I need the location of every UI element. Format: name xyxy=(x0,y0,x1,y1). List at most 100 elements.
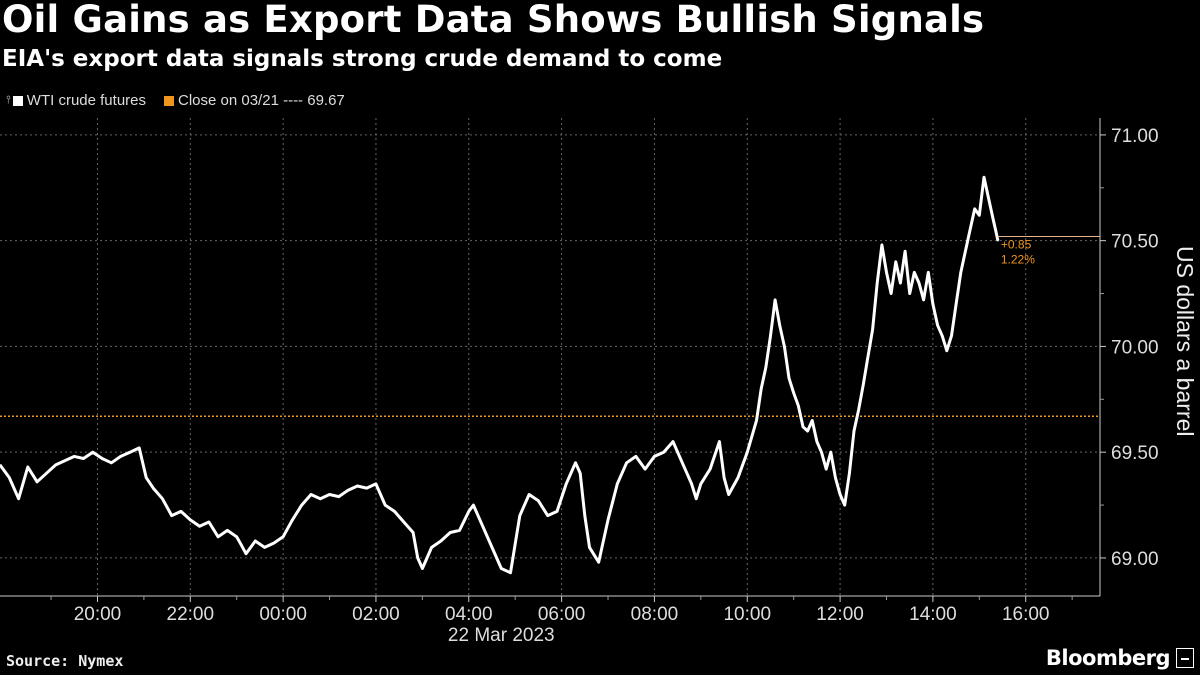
series-point xyxy=(519,514,521,517)
series-point xyxy=(797,404,800,407)
series-point xyxy=(778,324,781,327)
series-point xyxy=(895,261,897,263)
series-point xyxy=(885,271,888,274)
series-point xyxy=(347,489,349,492)
source-note: Source: Nymex xyxy=(6,652,124,670)
series-point xyxy=(737,476,739,479)
series-point xyxy=(161,497,164,500)
series-point xyxy=(208,521,210,523)
series-point xyxy=(170,514,173,517)
series-point xyxy=(960,271,962,274)
series-point xyxy=(119,455,122,458)
series-point xyxy=(0,464,1,466)
series-point xyxy=(64,459,66,462)
series-point xyxy=(635,455,637,458)
series-point xyxy=(662,451,665,454)
series-point xyxy=(899,282,902,284)
series-point xyxy=(110,462,113,464)
series-point xyxy=(254,540,257,542)
series-point xyxy=(964,250,967,252)
series-point xyxy=(481,525,484,527)
series-point xyxy=(17,497,20,500)
series-point xyxy=(198,525,201,527)
series-point xyxy=(73,455,76,458)
series-point xyxy=(54,464,57,466)
series-point xyxy=(319,497,322,500)
y-axis-title: US dollars a barrel xyxy=(1172,246,1198,436)
series-point xyxy=(291,519,294,521)
series-line-wti xyxy=(0,175,1000,575)
series-point xyxy=(941,335,943,337)
series-point xyxy=(282,536,284,538)
series-point xyxy=(36,481,38,483)
series-point xyxy=(101,457,103,460)
series-point xyxy=(8,476,11,479)
series-point xyxy=(774,299,776,301)
series-point xyxy=(760,387,762,390)
series-point xyxy=(802,426,804,428)
series-point xyxy=(491,546,493,549)
series-point xyxy=(681,462,684,464)
series-point xyxy=(565,483,567,485)
series-point xyxy=(92,451,94,454)
x-axis-date-label: 22 Mar 2023 xyxy=(448,625,555,646)
series-point xyxy=(607,519,609,521)
annotation-percent: 1.22% xyxy=(1001,252,1035,266)
legend-swatch-reference xyxy=(164,95,174,106)
series-point xyxy=(509,571,512,574)
series-point xyxy=(955,303,957,305)
series-point xyxy=(783,345,786,348)
series-point xyxy=(528,493,530,496)
series-point xyxy=(180,510,182,513)
series-point xyxy=(746,451,749,454)
series-point xyxy=(152,487,154,489)
series-point xyxy=(145,476,147,479)
series-point xyxy=(440,540,442,542)
chart-subtitle: EIA's export data signals strong crude d… xyxy=(2,46,723,72)
series-point xyxy=(871,328,874,331)
series-point xyxy=(27,466,29,468)
series-point xyxy=(500,567,503,570)
series-point xyxy=(913,271,916,274)
x-tick-label-9: 14:00 xyxy=(909,604,957,625)
series-point xyxy=(695,497,697,500)
series-point xyxy=(950,335,953,337)
bloomberg-logo: Bloomberg xyxy=(1045,646,1171,670)
grid xyxy=(0,118,1100,596)
series-point xyxy=(816,440,818,443)
series-point xyxy=(449,531,452,534)
series-point xyxy=(421,567,424,570)
series-point xyxy=(765,366,767,369)
series-point xyxy=(992,218,994,221)
series-point xyxy=(857,409,860,411)
series-point xyxy=(468,510,470,513)
x-tick-label-4: 04:00 xyxy=(445,604,493,625)
series-point xyxy=(978,214,981,217)
series-point xyxy=(853,430,855,432)
x-tick-label-10: 16:00 xyxy=(1002,604,1050,625)
series-point xyxy=(217,536,219,538)
series-point xyxy=(918,282,920,284)
series-point xyxy=(625,462,628,464)
series-point xyxy=(834,476,837,479)
series-point xyxy=(129,451,131,454)
series-point xyxy=(579,472,581,475)
series-point xyxy=(862,383,865,386)
series-point xyxy=(393,510,396,513)
series-point xyxy=(574,462,577,464)
series-point xyxy=(922,299,925,301)
series-point xyxy=(472,504,475,506)
series-point xyxy=(876,282,878,284)
y-tick-label-3: 70.50 xyxy=(1111,232,1159,253)
series-point xyxy=(245,552,247,555)
series-point xyxy=(848,472,851,475)
x-tick-label-6: 08:00 xyxy=(631,604,679,625)
series-point xyxy=(969,229,971,231)
series-point xyxy=(597,561,600,563)
series-point xyxy=(932,303,934,305)
series-point xyxy=(588,546,591,549)
series-point xyxy=(755,419,758,422)
series-point xyxy=(839,493,841,496)
series-point xyxy=(300,504,303,506)
series-point xyxy=(843,504,846,506)
